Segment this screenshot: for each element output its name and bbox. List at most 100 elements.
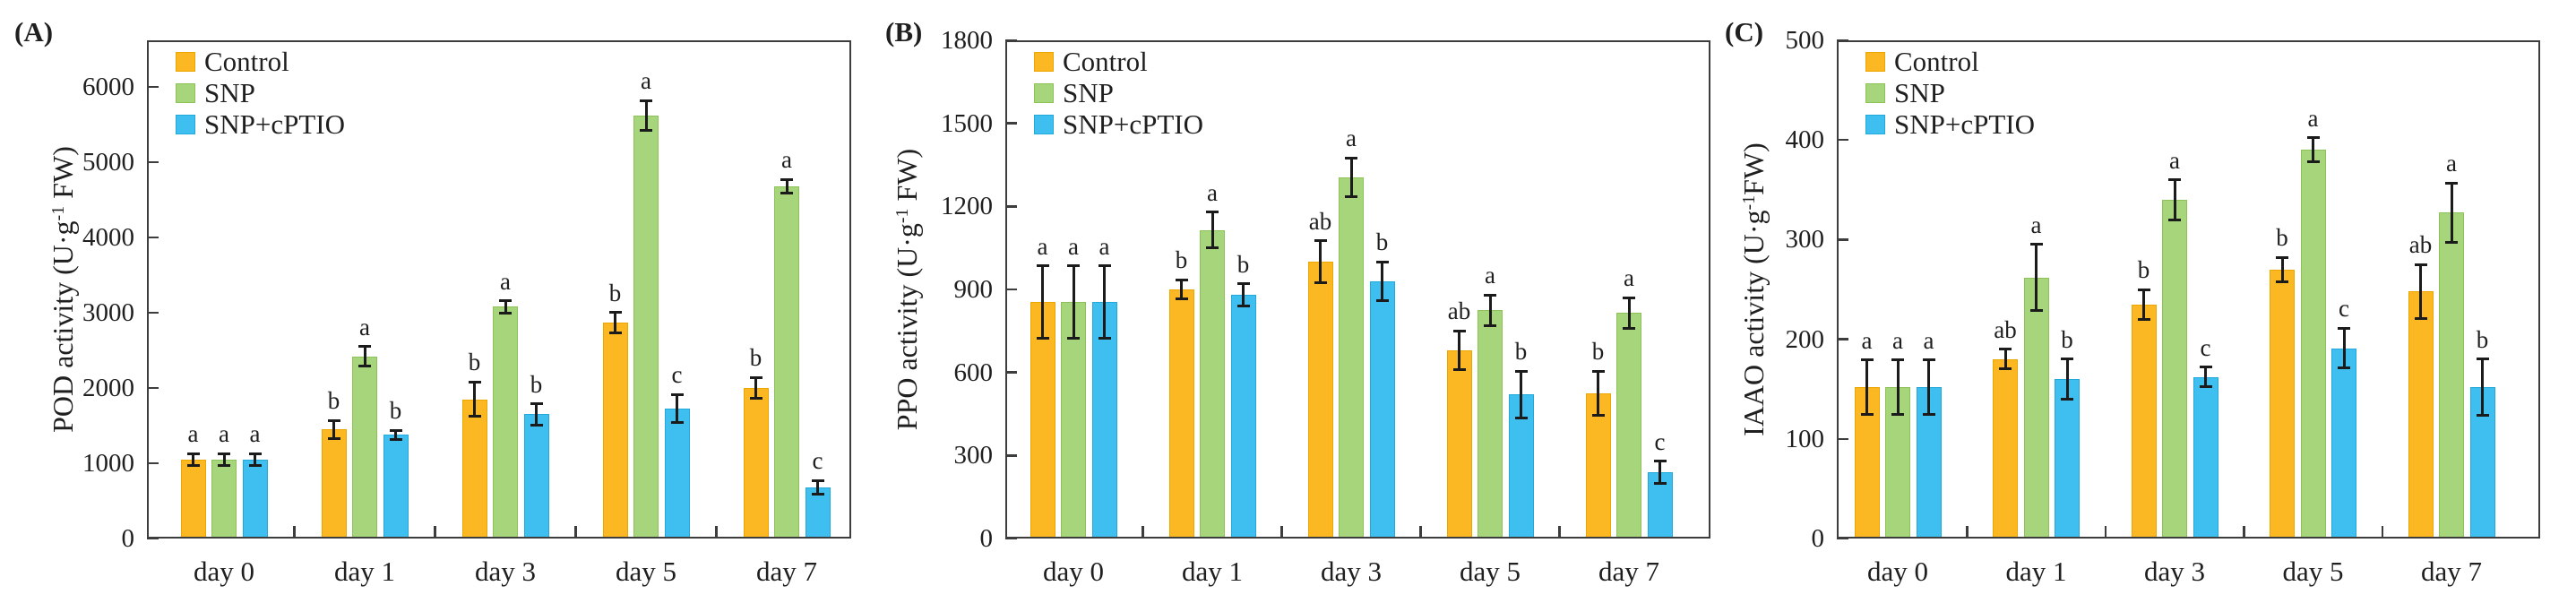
- error-bar-cap: [2276, 255, 2288, 259]
- error-bar-cap: [2137, 317, 2150, 321]
- y-tick-label: 2000: [82, 374, 134, 403]
- bar: [805, 487, 831, 537]
- y-tick-label: 5000: [82, 148, 134, 177]
- legend-label: SNP+cPTIO: [1063, 108, 1203, 140]
- error-bar-cap: [2306, 136, 2320, 140]
- x-tick-mark: [1966, 525, 1969, 537]
- sig-letter: a: [219, 420, 229, 448]
- error-bar-cap: [811, 478, 824, 482]
- error-bar-line: [1103, 265, 1106, 339]
- error-bar-line: [1210, 211, 1214, 248]
- error-bar-cap: [186, 464, 200, 468]
- sig-letter: b: [1375, 228, 1389, 256]
- y-tick-mark: [147, 386, 159, 390]
- x-category-label: day 5: [615, 556, 676, 587]
- sig-letter: a: [1861, 326, 1873, 354]
- error-bar-line: [1658, 461, 1661, 484]
- error-bar-cap: [2029, 308, 2043, 312]
- y-tick-label: 300: [953, 441, 994, 470]
- y-axis-label-part: PPO activity (U·g: [891, 223, 923, 431]
- error-bar-cap: [248, 452, 262, 455]
- legend-label: SNP+cPTIO: [204, 108, 345, 140]
- error-bar-cap: [530, 402, 543, 406]
- legend-label: SNP: [204, 77, 255, 108]
- error-bar-cap: [2168, 218, 2181, 221]
- bar: [523, 414, 549, 537]
- y-tick-label: 1800: [941, 26, 993, 55]
- sig-letter: a: [1923, 326, 1934, 354]
- sig-letter: a: [1068, 232, 1079, 260]
- sig-letter: a: [2307, 104, 2319, 132]
- error-bar-cap: [2276, 280, 2288, 283]
- y-tick-label: 900: [953, 275, 994, 304]
- sig-letter: a: [1346, 125, 1357, 152]
- x-tick-mark: [574, 525, 577, 537]
- error-bar-cap: [327, 436, 340, 440]
- error-bar-cap: [1891, 412, 1904, 416]
- sig-letter: b: [327, 387, 340, 415]
- x-tick-mark: [1558, 525, 1561, 537]
- error-bar-cap: [1860, 358, 1874, 362]
- error-bar-line: [2035, 244, 2038, 311]
- error-bar-cap: [1860, 412, 1874, 416]
- error-bar-line: [222, 453, 226, 466]
- error-bar-cap: [1999, 348, 2012, 351]
- bar: [321, 429, 347, 537]
- y-axis-label-part: -1: [1739, 194, 1759, 211]
- bar: [2331, 348, 2356, 537]
- error-bar-line: [332, 420, 335, 439]
- error-bar-line: [1896, 359, 1900, 414]
- error-bar-cap: [468, 415, 481, 418]
- error-bar-cap: [389, 428, 402, 432]
- sig-letter: c: [812, 447, 823, 475]
- y-tick-mark: [147, 537, 159, 540]
- bar: [242, 459, 268, 537]
- error-bar-cap: [2476, 413, 2489, 417]
- y-axis-label-part: FW): [891, 148, 923, 209]
- error-bar-line: [2065, 358, 2069, 400]
- error-bar-cap: [530, 423, 543, 427]
- sig-letter: b: [1175, 246, 1188, 274]
- bar: [602, 322, 628, 537]
- legend-swatch: [176, 83, 195, 103]
- error-bar-cap: [1452, 368, 1466, 372]
- bar: [211, 459, 237, 537]
- error-bar-line: [1488, 295, 1492, 326]
- sig-letter: b: [1514, 338, 1528, 366]
- sig-letter: ab: [1308, 207, 1332, 235]
- error-bar-cap: [1345, 195, 1357, 199]
- x-tick-mark: [1419, 525, 1422, 537]
- error-bar-cap: [2414, 263, 2427, 266]
- bar: [2023, 277, 2049, 537]
- sig-letter: b: [2137, 256, 2150, 283]
- bar: [383, 435, 409, 537]
- error-bar-line: [394, 430, 397, 440]
- x-tick-mark: [1280, 525, 1283, 537]
- bar: [2162, 199, 2187, 537]
- error-bar-cap: [1484, 323, 1496, 327]
- x-category-label: day 7: [2420, 556, 2482, 587]
- error-bar-cap: [1591, 369, 1605, 373]
- error-bar-cap: [640, 129, 652, 133]
- error-bar-line: [2003, 349, 2007, 369]
- bar: [1585, 392, 1611, 537]
- error-bar-line: [2142, 289, 2145, 320]
- legend-swatch: [1865, 52, 1885, 72]
- y-tick-mark: [147, 236, 159, 239]
- error-bar-cap: [1036, 336, 1049, 340]
- bar: [743, 388, 769, 537]
- error-bar-cap: [780, 191, 793, 194]
- error-bar-cap: [1922, 358, 1935, 362]
- y-tick-label: 400: [1785, 125, 1825, 155]
- y-tick-mark: [1005, 39, 1017, 42]
- bar: [2193, 376, 2218, 537]
- error-bar-cap: [1591, 414, 1605, 418]
- error-bar-cap: [2061, 358, 2073, 361]
- sig-letter: a: [359, 313, 370, 340]
- error-bar-cap: [2061, 397, 2073, 401]
- sig-letter: a: [1624, 264, 1634, 292]
- error-bar-line: [2204, 366, 2207, 387]
- y-tick-mark: [1837, 39, 1848, 42]
- bar: [2408, 291, 2434, 537]
